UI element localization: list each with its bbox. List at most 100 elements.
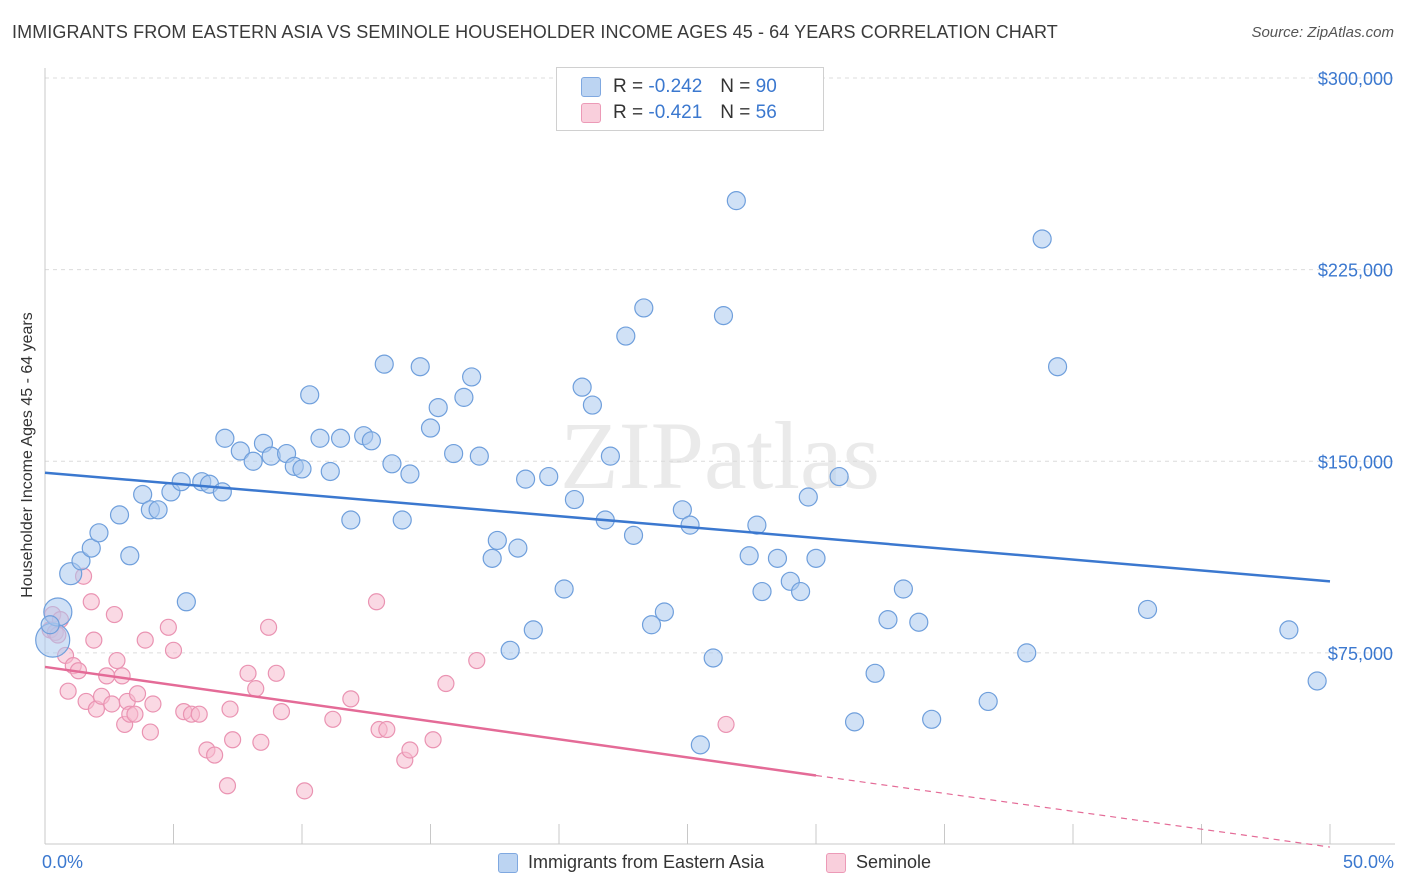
eastern-asia-point <box>623 525 644 545</box>
legend-label: Immigrants from Eastern Asia <box>528 852 765 872</box>
eastern-asia-point <box>844 712 865 732</box>
gridlines <box>45 77 1395 654</box>
n-value: 90 <box>755 76 777 97</box>
seminole-point <box>295 782 314 800</box>
eastern-asia-point <box>739 546 759 566</box>
eastern-asia-point <box>300 385 320 405</box>
eastern-asia-point <box>341 510 361 530</box>
y-tick-label: $150,000 <box>1318 452 1393 472</box>
eastern-asia-point <box>230 441 250 461</box>
seminole-point <box>105 605 123 624</box>
seminole-point <box>136 631 154 649</box>
legend-item-seminole: Seminole <box>826 852 931 873</box>
eastern-asia-point <box>454 387 474 407</box>
eastern-asia-point <box>320 461 340 482</box>
r-value: -0.421 <box>648 102 703 123</box>
eastern-asia-point <box>81 538 101 558</box>
seminole-point <box>272 703 291 721</box>
seminole-point <box>164 641 183 659</box>
eastern-asia-point <box>680 515 700 535</box>
eastern-asia-point <box>672 500 692 520</box>
n-value: 56 <box>755 102 777 123</box>
eastern-asia-point <box>215 428 235 448</box>
eastern-asia-point <box>487 530 507 551</box>
eastern-asia-point <box>515 469 536 489</box>
eastern-asia-point <box>806 548 826 568</box>
blue-swatch <box>498 852 518 873</box>
seminole-point <box>221 700 239 718</box>
eastern-asia-point <box>616 326 636 346</box>
eastern-asia-point <box>310 428 330 448</box>
seminole-point <box>324 710 342 728</box>
seminole-point <box>239 664 257 682</box>
y-tick-label: $225,000 <box>1318 261 1393 281</box>
r-value: -0.242 <box>648 76 703 97</box>
correlation-legend: R = -0.242 N = 90 R = -0.421 N = 56 <box>556 67 824 131</box>
eastern-asia-point <box>410 357 430 377</box>
seminole-point <box>144 695 162 713</box>
series-legend: Immigrants from Eastern Asia Seminole <box>0 852 1406 878</box>
eastern-asia-point <box>1279 620 1299 640</box>
eastern-asia-point <box>641 615 662 635</box>
eastern-asia-point <box>71 551 91 571</box>
eastern-asia-point <box>133 484 153 505</box>
eastern-asia-point <box>523 620 543 640</box>
seminole-point <box>108 651 126 670</box>
seminole-point <box>206 746 224 764</box>
eastern-asia-point <box>690 735 710 755</box>
eastern-asia-point <box>634 298 654 318</box>
seminole-point <box>224 731 242 749</box>
eastern-asia-point <box>1137 599 1158 620</box>
seminole-point <box>252 733 270 751</box>
seminole-point <box>342 690 360 708</box>
eastern-asia-point <box>109 505 130 525</box>
seminole-point <box>259 618 278 636</box>
eastern-asia-point <box>374 354 394 374</box>
eastern-asia-point <box>752 581 772 602</box>
eastern-asia-point <box>171 472 191 492</box>
eastern-asia-point <box>790 581 811 602</box>
eastern-asia-point <box>462 367 482 387</box>
eastern-asia-point <box>572 377 592 397</box>
eastern-asia-point <box>703 648 723 668</box>
seminole-point <box>468 651 486 670</box>
eastern-asia-point <box>1307 671 1327 691</box>
eastern-asia-point <box>176 592 196 612</box>
eastern-asia-trend-line <box>44 471 1331 583</box>
seminole-point <box>424 731 442 749</box>
n-label: N = <box>720 102 751 123</box>
seminole-point <box>267 664 285 682</box>
eastern-asia-point <box>120 546 140 566</box>
eastern-asia-point <box>420 418 441 438</box>
trend-lines <box>44 471 1331 848</box>
x-axis-min-label: 0.0% <box>42 852 84 872</box>
eastern-asia-point <box>89 523 109 543</box>
legend-label: Seminole <box>856 852 932 872</box>
seminole-point <box>85 631 103 649</box>
eastern-asia-point <box>798 487 818 507</box>
seminole-point <box>437 674 455 693</box>
pink-swatch <box>826 852 846 873</box>
seminole-point <box>367 593 386 611</box>
y-tick-labels: $75,000 $150,000 $225,000 $300,000 <box>1318 69 1393 664</box>
x-axis-max-label: 50.0% <box>1342 852 1394 872</box>
eastern-asia-point <box>428 397 448 418</box>
y-tick-label: $300,000 <box>1318 69 1393 89</box>
n-label: N = <box>720 76 751 97</box>
eastern-asia-point <box>40 615 60 635</box>
seminole-point <box>128 685 147 703</box>
seminole-trend-line <box>44 665 817 777</box>
eastern-asia-point <box>582 395 603 415</box>
y-axis-label: Householder Income Ages 45 - 64 years <box>19 312 36 598</box>
eastern-asia-point <box>392 510 412 530</box>
eastern-asia-point <box>713 306 734 326</box>
seminole-point <box>126 705 144 723</box>
seminole-trend-extension <box>815 774 1331 848</box>
r-label: R = <box>613 102 644 123</box>
eastern-asia-point <box>1032 229 1052 249</box>
eastern-asia-point <box>554 579 574 599</box>
eastern-asia-point <box>978 691 998 712</box>
eastern-asia-point <box>1047 357 1068 377</box>
chart-title: IMMIGRANTS FROM EASTERN ASIA VS SEMINOLE… <box>12 22 1058 42</box>
